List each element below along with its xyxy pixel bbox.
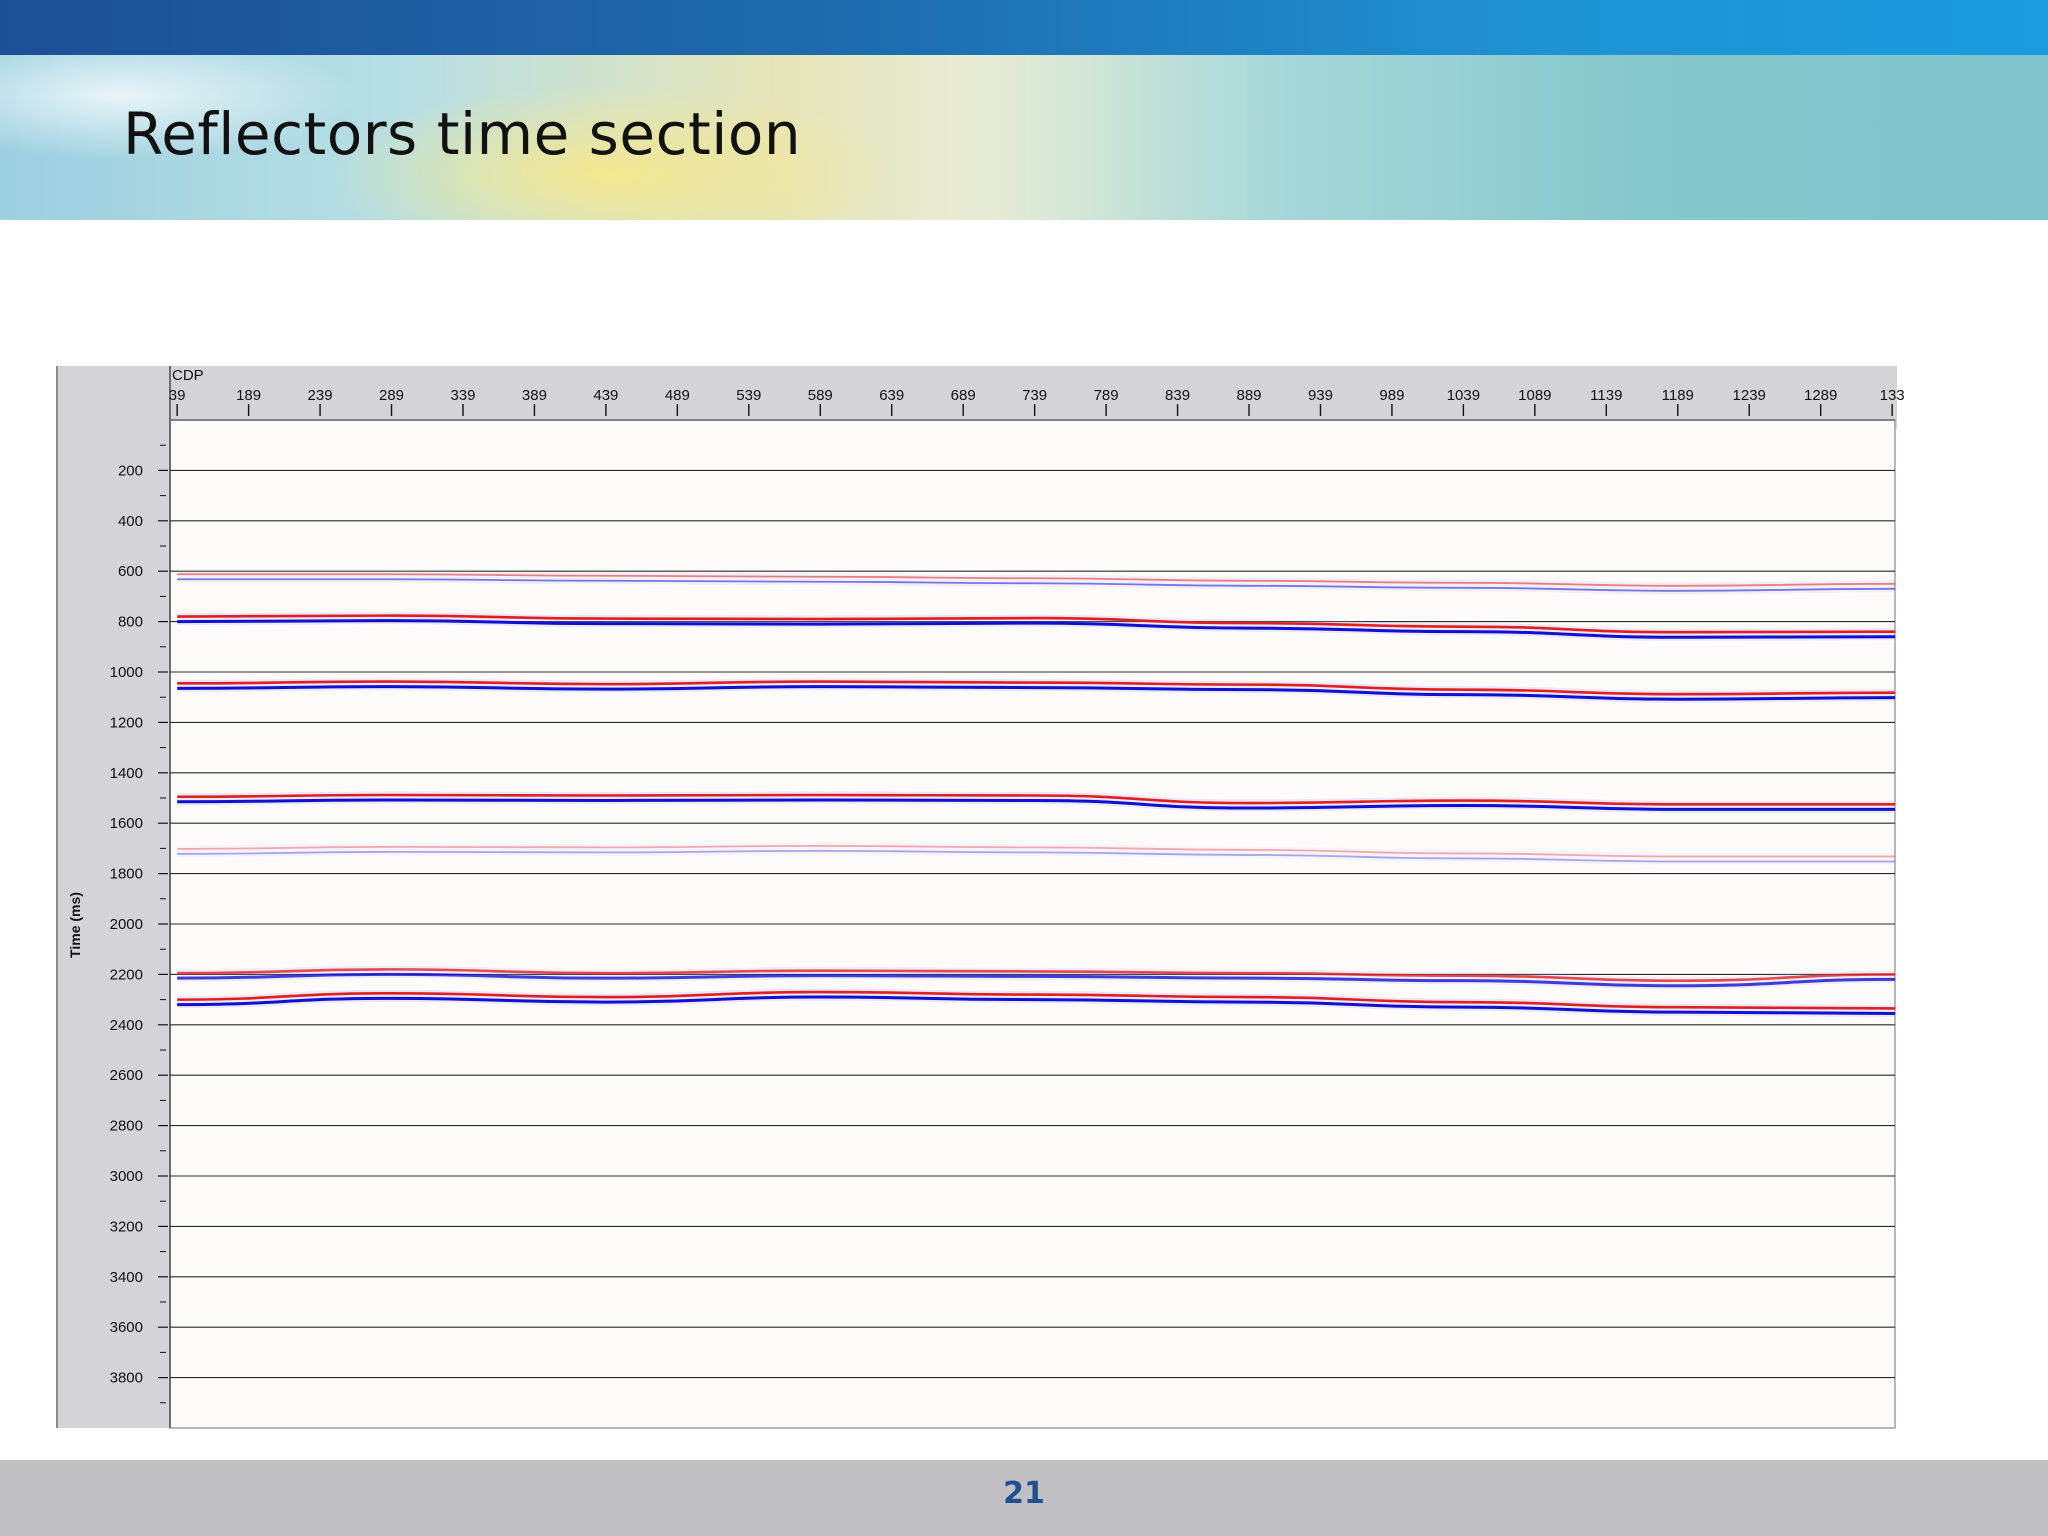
y-tick-label: 400	[118, 513, 143, 530]
top-bar	[0, 0, 2048, 55]
y-axis: 200 400 600 800 1000 1200 1400 1600 1800 2000 2200…	[110, 444, 168, 1404]
x-tick-label: 189	[236, 387, 261, 404]
reflector-halo	[177, 988, 1896, 1017]
reflector-halo	[177, 678, 1896, 703]
y-tick-label: 2600	[110, 1067, 143, 1084]
x-tick-label: 1139	[1590, 387, 1622, 404]
x-tick-label: 133	[1880, 387, 1905, 404]
y-tick-label: 2200	[110, 966, 143, 983]
x-tick-label: 1239	[1733, 387, 1766, 404]
y-tick-label: 3800	[110, 1370, 143, 1387]
seismic-time-section-chart: CDP Time (ms) 39 189 239 289 339 389 439 489 539…	[56, 366, 1905, 1429]
reflector-red-trace	[177, 793, 1895, 806]
x-tick-label: 389	[522, 387, 547, 404]
reflector-red-trace	[177, 680, 1896, 696]
reflector-blue-trace	[177, 578, 1896, 592]
y-tick-label: 1800	[110, 866, 143, 883]
footer-bar	[0, 1460, 2048, 1536]
y-tick-label: 800	[118, 614, 143, 631]
x-tick-label: 839	[1165, 387, 1190, 404]
y-tick-label: 3600	[110, 1319, 143, 1336]
y-tick-label: 1000	[110, 664, 143, 681]
reflector-blue-trace	[177, 685, 1896, 701]
reflector-halo	[177, 570, 1896, 595]
y-tick-label: 3400	[110, 1269, 143, 1286]
y-tick-label: 2800	[110, 1118, 143, 1135]
reflector-blue-trace	[177, 849, 1896, 863]
top-axis-frame	[57, 366, 1897, 429]
x-tick-label: 1189	[1662, 387, 1694, 404]
x-tick-label: 689	[951, 387, 976, 404]
x-tick-label: 1089	[1518, 387, 1551, 404]
x-tick-label: 589	[808, 387, 833, 404]
x-tick-label: 939	[1308, 387, 1333, 404]
x-tick-label: 639	[879, 387, 904, 404]
reflector-red-trace	[177, 573, 1896, 587]
reflector-halo	[177, 612, 1896, 641]
y-tick-label: 3000	[110, 1168, 143, 1185]
x-tick-label: 789	[1094, 387, 1119, 404]
x-tick-label: 739	[1022, 387, 1047, 404]
page-number: 21	[1003, 1476, 1045, 1511]
header-band	[0, 55, 2048, 220]
x-tick-label: 539	[736, 387, 761, 404]
reflector-red-trace	[177, 990, 1896, 1010]
y-tick-label: 2000	[110, 916, 143, 933]
reflector-red-trace	[177, 968, 1896, 983]
y-tick-label: 200	[118, 462, 143, 479]
reflector-halo	[177, 842, 1895, 865]
x-axis-label: CDP	[172, 367, 204, 384]
x-tick-label: 489	[665, 387, 690, 404]
x-tick-label: 239	[308, 387, 333, 404]
reflector-blue-trace	[177, 798, 1895, 811]
reflector-blue-trace	[177, 619, 1896, 639]
grid-lines	[170, 469, 1895, 1379]
reflector-series	[177, 570, 1896, 1017]
reflector-red-trace	[177, 614, 1896, 634]
y-tick-label: 1200	[110, 714, 143, 731]
y-tick-label: 600	[118, 563, 143, 580]
x-axis: 39 189 239 289 339 389 439 489 539 589 639 689 739 78…	[169, 387, 1905, 416]
reflector-halo	[177, 965, 1896, 990]
y-tick-label: 1600	[110, 815, 143, 832]
reflector-blue-trace	[177, 995, 1896, 1015]
x-tick-label: 1289	[1804, 387, 1837, 404]
reflector-blue-trace	[177, 972, 1896, 988]
x-tick-label: 889	[1237, 387, 1262, 404]
x-tick-label: 1039	[1447, 387, 1480, 404]
x-tick-label: 339	[450, 387, 475, 404]
y-tick-label: 3200	[110, 1218, 143, 1235]
x-tick-label: 39	[169, 387, 186, 404]
y-axis-label: Time (ms)	[67, 892, 83, 958]
x-tick-label: 439	[593, 387, 618, 404]
y-tick-label: 1400	[110, 765, 143, 782]
slide-title: Reflectors time section	[123, 100, 802, 168]
left-axis-frame	[57, 366, 169, 1428]
reflector-halo	[177, 791, 1895, 813]
y-tick-label: 2400	[110, 1017, 143, 1034]
x-tick-label: 989	[1379, 387, 1404, 404]
x-tick-label: 289	[379, 387, 404, 404]
reflector-red-trace	[177, 844, 1895, 858]
